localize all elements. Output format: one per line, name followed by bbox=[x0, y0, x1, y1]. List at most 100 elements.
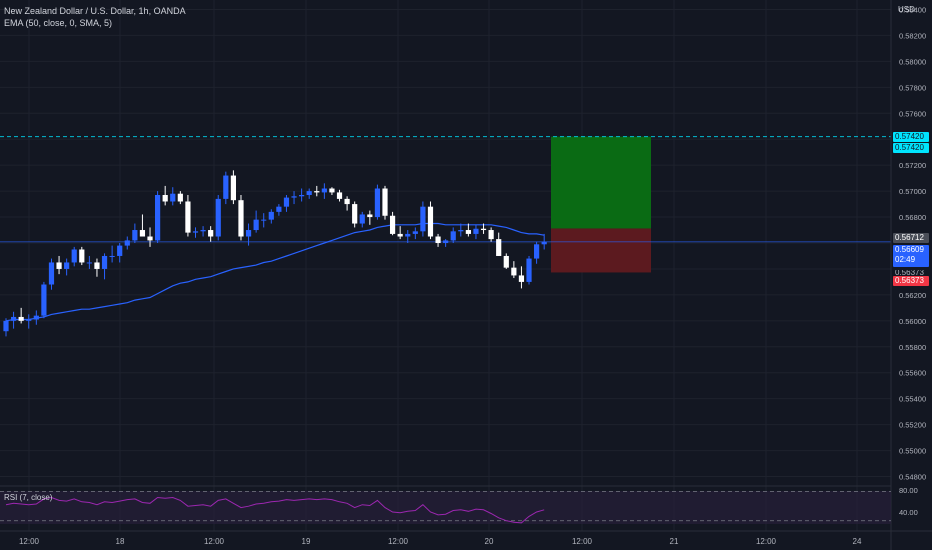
candle-body[interactable] bbox=[382, 188, 388, 216]
profit-zone[interactable] bbox=[551, 136, 651, 229]
candle-body[interactable] bbox=[245, 230, 252, 237]
time-tick-label: 12:00 bbox=[388, 537, 409, 546]
candle-body[interactable] bbox=[64, 262, 70, 269]
candle-body[interactable] bbox=[223, 175, 229, 199]
price-tick-label: 0.58200 bbox=[899, 31, 926, 40]
candle-body[interactable] bbox=[458, 230, 464, 232]
candle-body[interactable] bbox=[374, 188, 381, 218]
price-grid bbox=[0, 8, 891, 478]
candle-body[interactable] bbox=[541, 241, 547, 245]
time-tick-label: 12:00 bbox=[572, 537, 593, 546]
candle-body[interactable] bbox=[86, 262, 92, 264]
candle-body[interactable] bbox=[473, 228, 479, 234]
candle-body[interactable] bbox=[336, 192, 343, 199]
candle-body[interactable] bbox=[71, 249, 77, 263]
candle-body[interactable] bbox=[79, 249, 85, 263]
candle-body[interactable] bbox=[503, 255, 509, 268]
candle-body[interactable] bbox=[147, 236, 153, 241]
stop-loss-zone[interactable] bbox=[551, 228, 651, 273]
target-price-badge: 0.57420 bbox=[893, 143, 929, 153]
indicator-ema-label[interactable]: EMA (50, close, 0, SMA, 5) bbox=[4, 18, 113, 28]
candle-body[interactable] bbox=[367, 214, 373, 218]
rsi-line bbox=[5, 496, 545, 524]
price-tick-label: 0.58000 bbox=[899, 57, 926, 66]
price-tick-label: 0.57000 bbox=[899, 187, 926, 196]
candle-body[interactable] bbox=[518, 275, 525, 282]
candle-body[interactable] bbox=[215, 198, 221, 237]
candle-body[interactable] bbox=[329, 188, 335, 193]
candle-body[interactable] bbox=[306, 191, 312, 195]
candle-body[interactable] bbox=[200, 230, 206, 232]
candle-body[interactable] bbox=[397, 233, 403, 237]
time-tick-label: 24 bbox=[853, 537, 862, 546]
candle-body[interactable] bbox=[299, 195, 305, 197]
candle-body[interactable] bbox=[230, 175, 236, 201]
candle-body[interactable] bbox=[291, 196, 297, 198]
candle-body[interactable] bbox=[155, 195, 161, 241]
candle-body[interactable] bbox=[48, 262, 55, 285]
candle-body[interactable] bbox=[101, 255, 108, 269]
candle-body[interactable] bbox=[465, 230, 471, 234]
candle-body[interactable] bbox=[344, 198, 350, 205]
symbol-title[interactable]: New Zealand Dollar / U.S. Dollar, 1h, OA… bbox=[4, 6, 186, 16]
time-axis[interactable]: 12:00 18 12:00 19 12:00 20 12:00 21 12:00 24 bbox=[19, 537, 862, 546]
candle-body[interactable] bbox=[314, 191, 320, 193]
candle-body[interactable] bbox=[450, 231, 456, 241]
price-axis[interactable]: 0.58400 0.58200 0.58000 0.57800 0.57600 0.572… bbox=[899, 5, 926, 481]
candle-body[interactable] bbox=[261, 219, 267, 221]
price-tick-label: 0.57800 bbox=[899, 83, 926, 92]
candle-body[interactable] bbox=[435, 236, 441, 243]
candle-body[interactable] bbox=[117, 245, 123, 256]
candle-body[interactable] bbox=[253, 219, 259, 231]
price-tick-label: 0.55800 bbox=[899, 343, 926, 352]
candle-body[interactable] bbox=[511, 267, 517, 276]
candle-body[interactable] bbox=[109, 255, 115, 257]
candle-body[interactable] bbox=[276, 206, 282, 212]
candle-countdown: 02:49 bbox=[895, 255, 916, 264]
time-tick-label: 12:00 bbox=[756, 537, 777, 546]
candle-body[interactable] bbox=[132, 230, 138, 241]
candle-body[interactable] bbox=[177, 193, 183, 202]
candle-body[interactable] bbox=[192, 231, 199, 233]
candle-body[interactable] bbox=[238, 200, 244, 237]
candle-body[interactable] bbox=[139, 230, 146, 237]
candle-body[interactable] bbox=[496, 239, 502, 256]
candle-body[interactable] bbox=[185, 201, 191, 233]
candle-body[interactable] bbox=[124, 240, 130, 246]
candle-body[interactable] bbox=[10, 316, 17, 321]
stop-price-badge: 0.56373 bbox=[893, 276, 929, 286]
price-tick-label: 0.55600 bbox=[899, 369, 926, 378]
candle-body[interactable] bbox=[56, 262, 62, 269]
candle-body[interactable] bbox=[534, 244, 540, 259]
time-tick-label: 20 bbox=[485, 537, 494, 546]
chart-legend: New Zealand Dollar / U.S. Dollar, 1h, OA… bbox=[4, 5, 186, 29]
candle-body[interactable] bbox=[359, 214, 365, 224]
candle-body[interactable] bbox=[41, 284, 47, 316]
candle-body[interactable] bbox=[480, 228, 487, 231]
candle-body[interactable] bbox=[420, 206, 426, 232]
price-tick-label: 0.55400 bbox=[899, 395, 926, 404]
candle-body[interactable] bbox=[283, 197, 290, 207]
candle-body[interactable] bbox=[412, 231, 418, 234]
candle-body[interactable] bbox=[443, 240, 449, 243]
candle-body[interactable] bbox=[321, 188, 327, 193]
candle-body[interactable] bbox=[268, 211, 274, 220]
candle-body[interactable] bbox=[94, 262, 100, 269]
candle-body[interactable] bbox=[3, 320, 9, 332]
candle-body[interactable] bbox=[170, 193, 176, 202]
candle-body[interactable] bbox=[526, 258, 532, 282]
candle-body[interactable] bbox=[389, 215, 396, 234]
rsi-title[interactable]: RSI (7, close) bbox=[4, 493, 53, 502]
candle-body[interactable] bbox=[405, 233, 411, 237]
candlestick-series[interactable] bbox=[3, 170, 547, 337]
candle-body[interactable] bbox=[427, 206, 434, 237]
candle-body[interactable] bbox=[208, 230, 214, 237]
candle-body[interactable] bbox=[33, 315, 39, 320]
candle-body[interactable] bbox=[18, 316, 24, 321]
candle-body[interactable] bbox=[352, 204, 358, 224]
candle-body[interactable] bbox=[488, 230, 494, 240]
candle-body[interactable] bbox=[26, 319, 32, 321]
time-tick-label: 12:00 bbox=[204, 537, 225, 546]
candle-body[interactable] bbox=[162, 195, 168, 202]
